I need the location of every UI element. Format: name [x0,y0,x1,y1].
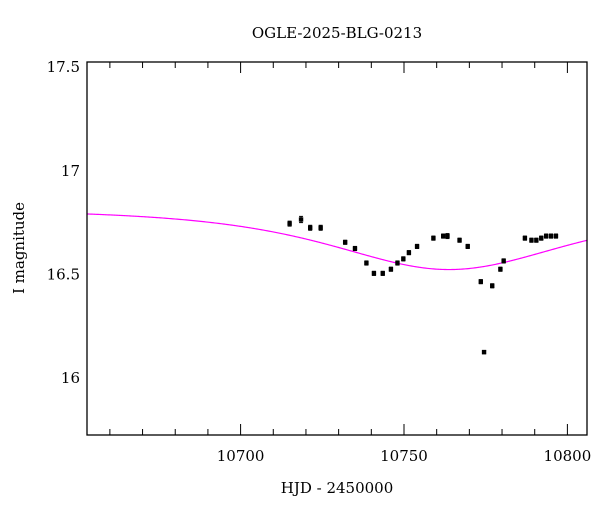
point-marker [457,238,462,243]
point-marker [318,225,323,230]
axis-ticks [109,62,568,435]
plot-frame [86,61,588,436]
data-point [318,224,323,231]
point-marker [298,217,304,222]
point-marker [490,283,495,288]
point-marker [548,233,554,239]
data-points-layer [287,215,559,355]
y-tick-label: 17 [61,162,80,180]
x-tick-label: 10700 [217,447,265,465]
data-point [287,220,292,227]
point-marker [308,225,313,230]
data-point [380,270,385,276]
data-point [529,237,534,243]
data-point [342,239,348,245]
data-point [441,233,446,239]
point-marker [352,246,358,251]
data-point [539,235,544,241]
data-point [406,250,412,256]
point-marker [534,238,539,243]
data-point [498,266,503,272]
data-point [445,233,450,240]
point-marker [342,240,348,245]
point-marker [371,271,377,276]
data-point [481,349,487,355]
point-marker [498,267,503,272]
y-tick-label: 17.5 [47,58,80,76]
point-marker [501,258,506,264]
x-tick-label: 10800 [544,447,592,465]
x-tick-label: 10750 [380,447,428,465]
data-point [414,243,420,249]
point-marker [441,233,446,239]
model-curve-layer [87,213,587,271]
data-point [478,279,483,285]
model-curve [87,213,587,271]
point-marker [481,349,487,355]
point-marker [431,235,436,241]
point-marker [529,238,534,243]
data-point [371,270,377,276]
data-point [501,258,506,264]
data-point [395,260,400,266]
data-point [388,266,394,272]
y-axis-label: I magnitude [10,202,28,294]
y-tick-label: 16.5 [47,265,80,283]
data-point [543,233,549,239]
data-point [401,256,406,262]
point-marker [364,260,369,266]
point-marker [478,279,483,284]
point-marker [539,235,544,241]
point-marker [445,233,450,239]
data-point [548,233,554,239]
data-point [465,243,470,249]
point-marker [388,267,394,272]
data-point [522,235,528,241]
point-marker [406,250,412,255]
point-marker [380,271,385,276]
data-point [352,245,358,252]
data-point [298,215,304,224]
x-axis-label: HJD - 2450000 [281,479,394,497]
data-point [364,260,369,266]
y-tick-label: 16 [61,369,80,387]
point-marker [395,260,400,266]
point-marker [553,233,559,239]
data-point [490,283,495,289]
point-marker [465,244,470,249]
data-point [431,235,436,241]
axis-tick-labels: 10700 10750 10800 16 16.5 17 17.5 [47,58,592,465]
data-point [553,233,559,239]
point-marker [401,256,406,262]
data-point [457,237,462,243]
chart-title: OGLE-2025-BLG-0213 [252,24,422,42]
data-point [534,237,539,243]
data-point [308,224,313,231]
point-marker [287,221,292,226]
point-marker [522,235,528,241]
point-marker [543,233,549,239]
point-marker [414,244,420,249]
